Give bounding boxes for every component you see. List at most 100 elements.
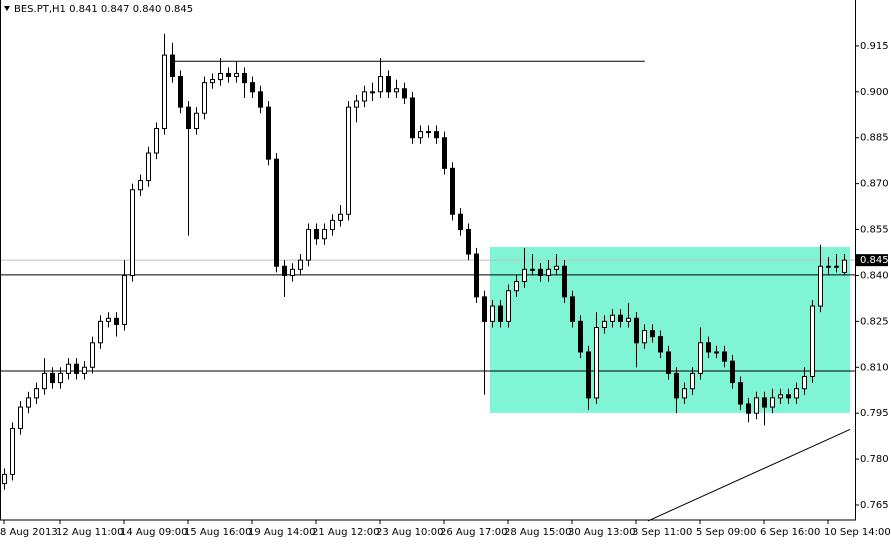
candle-body xyxy=(210,79,215,84)
candle-body xyxy=(378,76,383,93)
y-tick-label: 0.840 xyxy=(860,270,889,281)
candle-body xyxy=(10,427,15,475)
candle-body xyxy=(530,268,535,271)
candle-body xyxy=(650,330,655,338)
candle-body xyxy=(426,131,431,134)
candle-body xyxy=(346,106,351,215)
y-tick-label: 0.765 xyxy=(860,500,889,511)
candle-body xyxy=(538,268,543,276)
candle-body xyxy=(218,72,223,81)
candle-body xyxy=(394,88,399,93)
candle-body xyxy=(26,397,31,408)
candle-body xyxy=(226,72,231,78)
price-label-box xyxy=(856,254,888,267)
candle-body xyxy=(170,54,175,78)
candle-body xyxy=(514,281,519,292)
candle-body xyxy=(610,314,615,322)
candle-body xyxy=(490,305,495,322)
candle-body xyxy=(250,82,255,93)
candle-body xyxy=(634,317,639,344)
candle-body xyxy=(522,268,527,283)
candle-body xyxy=(386,76,391,93)
price-label: 0.845 xyxy=(860,255,889,266)
x-tick-label: 23 Aug 10:00 xyxy=(376,527,443,538)
candle-body xyxy=(50,372,55,384)
candle-body xyxy=(266,106,271,160)
candle-body xyxy=(474,253,479,298)
candle-body xyxy=(314,229,319,240)
x-tick-label: 12 Aug 11:00 xyxy=(56,527,123,538)
candle-body xyxy=(618,314,623,322)
x-tick-label: 8 Aug 2013 xyxy=(0,527,58,538)
candle-body xyxy=(666,351,671,374)
candle-body xyxy=(722,351,727,362)
candle-body xyxy=(674,372,679,399)
candle-body xyxy=(738,382,743,405)
candle-body xyxy=(114,317,119,325)
candle-body xyxy=(82,366,87,374)
candle-body xyxy=(186,106,191,130)
candle-body xyxy=(778,394,783,399)
y-tick-label: 0.870 xyxy=(860,179,889,190)
candle-body xyxy=(98,320,103,344)
candle-body xyxy=(498,305,503,322)
candle-body xyxy=(322,229,327,240)
candle-body xyxy=(746,403,751,414)
candle-body xyxy=(698,342,703,374)
chart-title: BES.PT,H1 0.841 0.847 0.840 0.845 xyxy=(14,4,193,15)
menu-triangle[interactable] xyxy=(4,6,10,11)
y-tick-label: 0.795 xyxy=(860,408,889,419)
candle-body xyxy=(370,91,375,94)
candle-body xyxy=(306,229,311,261)
x-tick-label: 3 Sep 11:00 xyxy=(632,527,692,538)
candle-body xyxy=(234,72,239,78)
plot-area xyxy=(0,33,855,522)
candle-body xyxy=(58,372,63,384)
candle-body xyxy=(242,72,247,84)
candle-body xyxy=(146,152,151,182)
candle-body xyxy=(154,128,159,154)
candle-body xyxy=(754,397,759,414)
candle-body xyxy=(106,317,111,322)
candle-body xyxy=(786,394,791,399)
x-tick-label: 28 Aug 15:00 xyxy=(504,527,571,538)
candle-body xyxy=(818,265,823,307)
candle-body xyxy=(2,473,7,485)
candle-body xyxy=(178,76,183,108)
candle-body xyxy=(354,100,359,108)
y-tick-label: 0.900 xyxy=(860,87,889,98)
x-tick-label: 30 Aug 13:00 xyxy=(568,527,635,538)
candle-body xyxy=(290,268,295,276)
candle-body xyxy=(90,342,95,368)
candle-body xyxy=(578,320,583,353)
candle-body xyxy=(130,189,135,276)
candle-body xyxy=(706,342,711,353)
x-tick-label: 6 Sep 16:00 xyxy=(760,527,820,538)
candle-body xyxy=(794,388,799,399)
candle-body xyxy=(442,137,447,169)
y-tick-label: 0.780 xyxy=(860,454,889,465)
candle-body xyxy=(762,397,767,408)
x-tick-label: 15 Aug 16:00 xyxy=(184,527,251,538)
x-tick-label: 10 Sep 14:00 xyxy=(824,527,891,538)
candle-body xyxy=(362,91,367,102)
candle-body xyxy=(810,305,815,377)
x-tick-label: 21 Aug 12:00 xyxy=(312,527,379,538)
candle-body xyxy=(298,259,303,270)
candle-body xyxy=(66,363,71,374)
candle-body xyxy=(690,372,695,390)
candle-body xyxy=(74,363,79,374)
candle-body xyxy=(682,388,687,399)
x-tick-label: 19 Aug 14:00 xyxy=(248,527,315,538)
candle-body xyxy=(258,91,263,108)
candle-body xyxy=(18,406,23,429)
candle-body xyxy=(842,259,847,273)
x-tick-label: 14 Aug 09:00 xyxy=(120,527,187,538)
candle-body xyxy=(410,97,415,139)
candle-body xyxy=(42,372,47,390)
y-tick-label: 0.915 xyxy=(860,41,889,52)
candle-body xyxy=(138,180,143,191)
candle-body xyxy=(282,265,287,276)
candle-body xyxy=(34,388,39,399)
